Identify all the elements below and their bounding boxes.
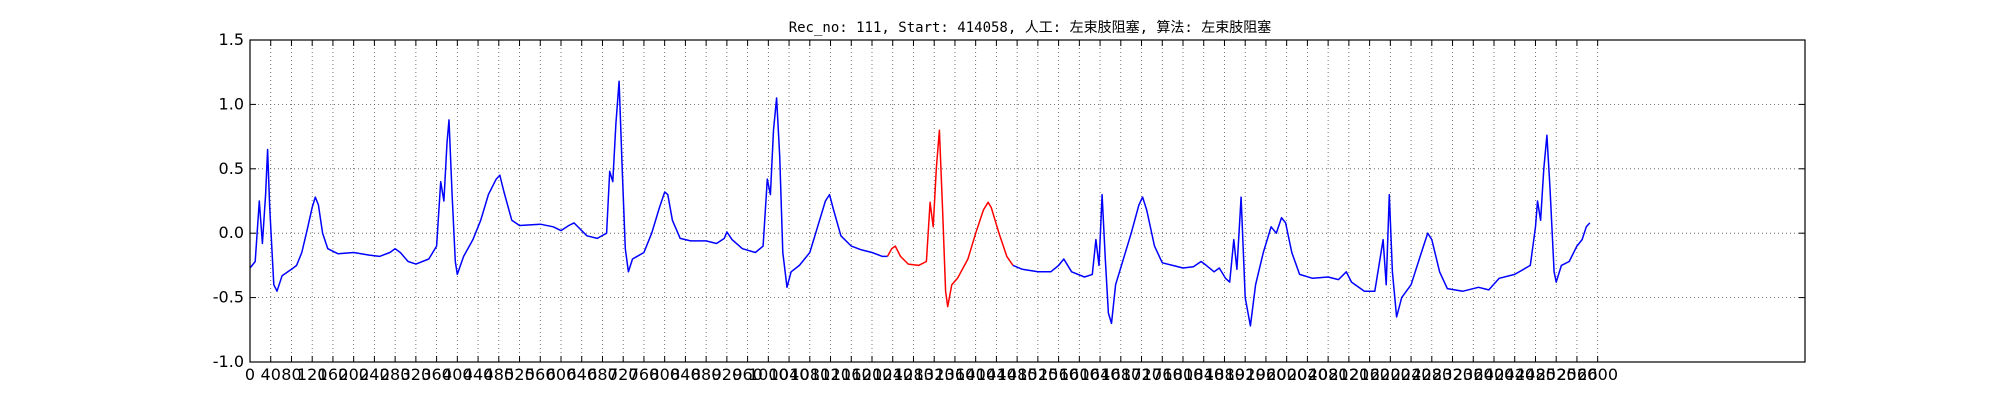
chart-title: Rec_no: 111, Start: 414058, 人工: 左束肢阻塞, 算… (789, 19, 1272, 36)
x-tick-label: 560 (525, 365, 556, 384)
x-tick-label: 1480 (997, 365, 1038, 384)
x-tick-label: 1440 (976, 365, 1017, 384)
x-tick-label: 400 (442, 365, 473, 384)
x-tick-label: 480 (484, 365, 515, 384)
x-tick-label: 2320 (1432, 365, 1473, 384)
x-tick-label: 2400 (1474, 365, 1515, 384)
y-axis-ticks: -1.0 -0.5 0.0 0.5 1.0 1.5 (213, 30, 1805, 371)
x-tick-label: 1600 (1059, 365, 1100, 384)
x-tick-label: 1360 (935, 365, 976, 384)
x-tick-label: 2000 (1266, 365, 1307, 384)
x-tick-label: 160 (318, 365, 349, 384)
x-tick-label: 1840 (1183, 365, 1224, 384)
grid-lines (250, 40, 1805, 362)
x-tick-label: 1520 (1018, 365, 1059, 384)
ecg-series-line-0 (249, 80, 888, 292)
x-tick-label: 1280 (893, 365, 934, 384)
x-tick-label: 1680 (1100, 365, 1141, 384)
x-tick-label: 200 (338, 365, 369, 384)
x-axis-ticks: 0 40 8012016020024028032036040044048052056… (245, 40, 1618, 384)
x-tick-label: 2440 (1494, 365, 1535, 384)
x-tick-label: 1040 (769, 365, 810, 384)
x-tick-label: 800 (649, 365, 680, 384)
y-tick-label: 1.5 (219, 30, 244, 49)
x-tick-label: 2480 (1515, 365, 1556, 384)
x-tick-label: 1560 (1038, 365, 1079, 384)
x-tick-label: 1640 (1080, 365, 1121, 384)
x-tick-label: 600 (546, 365, 577, 384)
x-tick-label: 1200 (852, 365, 893, 384)
x-tick-label: 1160 (831, 365, 872, 384)
x-tick-label: 1960 (1246, 365, 1287, 384)
x-tick-label: 920 (712, 365, 743, 384)
x-tick-label: 1400 (955, 365, 996, 384)
x-tick-label: 1080 (789, 365, 830, 384)
x-tick-label: 280 (380, 365, 411, 384)
x-tick-label: 960 (732, 365, 763, 384)
y-tick-label: 0.5 (219, 159, 244, 178)
x-tick-label: 2360 (1453, 365, 1494, 384)
x-tick-label: 2080 (1308, 365, 1349, 384)
x-tick-label: 440 (463, 365, 494, 384)
x-tick-label: 1760 (1142, 365, 1183, 384)
x-tick-label: 2040 (1287, 365, 1328, 384)
x-tick-label: 1120 (810, 365, 851, 384)
ecg-series-line-1 (886, 129, 1014, 308)
x-tick-label: 720 (608, 365, 639, 384)
x-tick-label: 320 (401, 365, 432, 384)
x-tick-label: 80 (281, 365, 301, 384)
ecg-series-line-2 (1012, 134, 1591, 327)
x-tick-label: 2600 (1577, 365, 1618, 384)
x-tick-label: 360 (421, 365, 452, 384)
x-tick-label: 520 (504, 365, 535, 384)
x-tick-label: 120 (297, 365, 328, 384)
x-tick-label: 1800 (1163, 365, 1204, 384)
x-tick-label: 2560 (1557, 365, 1598, 384)
x-tick-label: 1240 (872, 365, 913, 384)
x-tick-label: 1880 (1204, 365, 1245, 384)
y-tick-label: -1.0 (213, 352, 244, 371)
x-tick-label: 2240 (1391, 365, 1432, 384)
y-tick-label: -0.5 (213, 288, 244, 307)
x-tick-label: 640 (566, 365, 597, 384)
x-tick-label: 2160 (1349, 365, 1390, 384)
ecg-series (249, 80, 1591, 327)
x-tick-label: 1000 (748, 365, 789, 384)
x-tick-label: 2280 (1411, 365, 1452, 384)
x-tick-label: 680 (587, 365, 618, 384)
x-tick-label: 0 (245, 365, 255, 384)
x-tick-label: 40 (261, 365, 281, 384)
x-tick-label: 2520 (1536, 365, 1577, 384)
x-tick-label: 760 (629, 365, 660, 384)
x-tick-label: 1920 (1225, 365, 1266, 384)
y-tick-label: 1.0 (219, 94, 244, 113)
x-tick-label: 840 (670, 365, 701, 384)
y-tick-label: 0.0 (219, 223, 244, 242)
plot-frame (249, 39, 1806, 363)
x-tick-label: 2200 (1370, 365, 1411, 384)
x-tick-label: 880 (691, 365, 722, 384)
x-tick-label: 240 (359, 365, 390, 384)
x-tick-label: 2120 (1329, 365, 1370, 384)
x-tick-label: 1720 (1121, 365, 1162, 384)
x-tick-label: 1320 (914, 365, 955, 384)
